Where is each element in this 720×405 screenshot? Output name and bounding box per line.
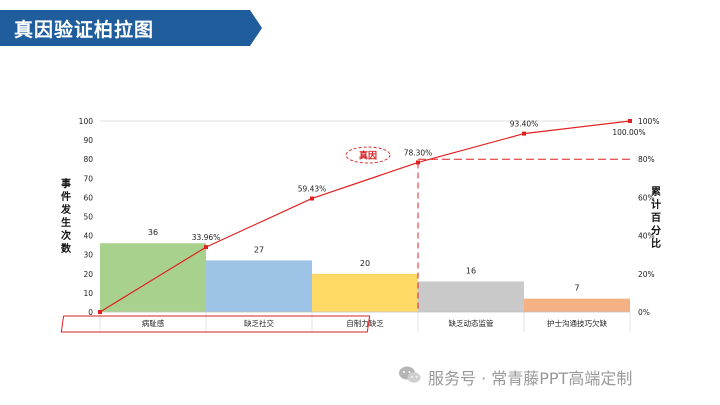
y-axis-right-title: 累计百分比 [651,187,661,250]
cumulative-percent-label: 78.30% [404,148,433,157]
y-tick-label: 40 [83,232,93,241]
y-tick-label: 50 [83,213,93,222]
watermark-text: 服务号 · 常青藤PPT高端定制 [428,369,633,388]
cumulative-point [310,196,314,201]
cumulative-percent-label: 93.40% [510,120,539,129]
cumulative-point [204,245,208,250]
y-tick-label: 0 [88,308,93,317]
y-tick-label: 80 [83,155,93,164]
y2-tick-label: 80% [638,155,655,164]
bar-value-label: 7 [574,284,579,293]
y2-tick-label: 100% [638,117,659,126]
bar [524,298,630,312]
root-cause-category-box [60,315,371,333]
bar-value-label: 16 [466,266,476,275]
y-tick-label: 60 [83,193,93,202]
cumulative-point [98,310,102,314]
y2-tick-label: 20% [638,270,655,279]
page-title: 真因验证柏拉图 [14,19,155,41]
category-label: 缺乏动态监管 [449,318,494,328]
bar-value-label: 36 [148,228,158,237]
y-tick-label: 100 [79,117,94,126]
bar [312,273,418,312]
cumulative-point [522,131,526,136]
cumulative-point [628,119,632,123]
category-label: 缺乏社交 [244,318,274,328]
y-axis-left-title: 事件发生次数 [61,179,71,255]
y-tick-label: 70 [83,174,93,183]
y-tick-label: 30 [83,251,93,260]
root-cause-callout [345,146,391,164]
cumulative-percent-label: 33.96% [192,233,221,242]
y2-tick-label: 60% [638,193,655,202]
root-cause-label: 真因 [359,150,377,162]
wechat-icon [399,366,421,383]
y2-tick-label: 0% [638,308,650,317]
bar [206,260,312,312]
y-tick-label: 10 [83,289,93,298]
y-tick-label: 90 [83,136,93,145]
cumulative-percent-label: 100.00% [612,128,645,137]
y2-tick-label: 40% [638,232,655,241]
cumulative-percent-label: 59.43% [298,184,327,193]
bar [418,281,524,312]
category-label: 护士沟通技巧欠缺 [547,318,607,328]
y-tick-label: 20 [83,270,93,279]
bar-value-label: 27 [254,245,264,254]
category-label: 病耻感 [142,318,165,328]
title-banner [0,10,262,46]
category-label: 自制力缺乏 [346,318,384,328]
bar-value-label: 20 [360,259,370,268]
cumulative-line [99,120,631,313]
